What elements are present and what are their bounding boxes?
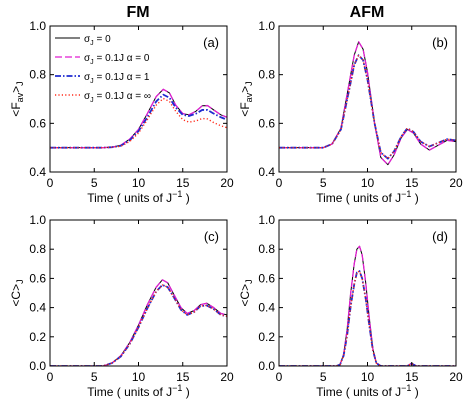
legend-item-s3: σJ = 0.1J α = ∞ bbox=[55, 91, 151, 104]
panel-d-ytick-label: 0.0 bbox=[258, 359, 275, 373]
panel-a-lines bbox=[50, 88, 227, 149]
panel-d-xtick-label: 5 bbox=[320, 370, 327, 384]
panel-c-series-s1-line bbox=[50, 279, 227, 366]
panel-b-series-s3-line bbox=[279, 54, 456, 160]
panel-c-ytick-label: 0.6 bbox=[29, 271, 46, 285]
panel-b-xlabel: Time ( units of J−1 ) bbox=[316, 189, 419, 205]
panel-d-xlabel: Time ( units of J−1 ) bbox=[316, 383, 419, 399]
panel-a-ylabel: <Fav>J bbox=[9, 81, 25, 116]
panel-c-ytick-label: 0.2 bbox=[29, 330, 46, 344]
panel-d-lines bbox=[279, 245, 456, 366]
legend-item-s1: σJ = 0.1J α = 0 bbox=[55, 53, 150, 66]
panel-d-series-s3-line bbox=[279, 270, 456, 366]
panel-d-series-s2-line bbox=[279, 270, 456, 366]
panel-c-xtick-label: 20 bbox=[220, 370, 234, 384]
panel-c-xtick-label: 5 bbox=[91, 370, 98, 384]
legend-label: σJ = 0.1J α = 0 bbox=[84, 53, 150, 66]
panel-c-xtick-label: 0 bbox=[47, 370, 54, 384]
panel-a: 0 5 10 15 20 0.4 0.6 0.8 1.0 Time ( units of J−1 … bbox=[9, 19, 234, 205]
panel-d-ytick-label: 0.4 bbox=[258, 301, 275, 315]
panel-b-xtick-label: 20 bbox=[449, 176, 463, 190]
panel-b-xtick-label: 15 bbox=[405, 176, 419, 190]
panel-c-lines bbox=[50, 279, 227, 366]
panel-d-tag: (d) bbox=[432, 229, 448, 244]
panel-c-ytick-label: 0.4 bbox=[29, 301, 46, 315]
column-title-fm: FM bbox=[126, 4, 149, 21]
panel-a-tag: (a) bbox=[203, 35, 219, 50]
panel-b-ytick-label: 1.0 bbox=[258, 19, 275, 33]
panel-d-frame bbox=[278, 219, 457, 367]
panel-b-ytick-label: 0.6 bbox=[258, 116, 275, 130]
panel-b-xtick-label: 10 bbox=[361, 176, 375, 190]
legend-item-s2: σJ = 0.1J α = 1 bbox=[55, 72, 150, 85]
panel-b-xtick-label: 5 bbox=[320, 176, 327, 190]
panel-d-series-s1-line bbox=[279, 245, 456, 366]
panel-c-tag: (c) bbox=[204, 229, 219, 244]
panel-c-series-s3-line bbox=[50, 284, 227, 366]
panel-b: 0 5 10 15 20 0.4 0.6 0.8 1.0 Time ( units of J−1 … bbox=[238, 19, 463, 205]
panel-d: 0 5 10 15 20 0.0 0.2 0.4 0.6 0.8 1.0 Time ( units o… bbox=[238, 213, 463, 399]
panel-a-xtick-label: 5 bbox=[91, 176, 98, 190]
panel-c-xtick-label: 15 bbox=[176, 370, 190, 384]
panel-d-xtick-label: 0 bbox=[276, 370, 283, 384]
panel-b-ytick-label: 0.4 bbox=[258, 165, 275, 179]
panels: 0 5 10 15 20 0.4 0.6 0.8 1.0 Time ( units of J−1 … bbox=[9, 19, 463, 399]
column-title-afm: AFM bbox=[350, 4, 385, 21]
panel-d-xtick-label: 10 bbox=[361, 370, 375, 384]
panel-c-ytick-label: 1.0 bbox=[29, 213, 46, 227]
panel-c-series-s2-line bbox=[50, 284, 227, 366]
panel-a-xtick-label: 20 bbox=[220, 176, 234, 190]
legend: σJ = 0 σJ = 0.1J α = 0 σJ = 0.1J α = 1 σJ =… bbox=[55, 34, 151, 104]
panel-a-xtick-label: 0 bbox=[47, 176, 54, 190]
panel-d-ylabel: <C>J bbox=[238, 279, 254, 306]
panel-b-ylabel: <Fav>J bbox=[238, 81, 254, 116]
panel-a-series-s3-line bbox=[50, 97, 227, 149]
panel-b-ytick-label: 0.8 bbox=[258, 68, 275, 82]
panel-c-xtick-label: 10 bbox=[132, 370, 146, 384]
legend-label: σJ = 0.1J α = 1 bbox=[84, 72, 150, 85]
panel-a-series-s2-line bbox=[50, 93, 227, 149]
panel-d-ytick-label: 0.8 bbox=[258, 242, 275, 256]
panel-c-ytick-label: 0.0 bbox=[29, 359, 46, 373]
panel-c-series-s0-line bbox=[50, 279, 227, 366]
panel-a-ytick-label: 0.6 bbox=[29, 116, 46, 130]
panel-b-xtick-label: 0 bbox=[276, 176, 283, 190]
panel-c-xlabel: Time ( units of J−1 ) bbox=[87, 383, 190, 399]
panel-c-ytick-label: 0.8 bbox=[29, 242, 46, 256]
panel-b-tag: (b) bbox=[432, 35, 448, 50]
panel-a-ytick-label: 0.4 bbox=[29, 165, 46, 179]
panel-a-ytick-label: 0.8 bbox=[29, 68, 46, 82]
panel-a-xlabel: Time ( units of J−1 ) bbox=[87, 189, 190, 205]
panel-a-xtick-label: 15 bbox=[176, 176, 190, 190]
panel-a-ytick-label: 1.0 bbox=[29, 19, 46, 33]
panel-d-ytick-label: 0.6 bbox=[258, 271, 275, 285]
legend-label: σJ = 0 bbox=[84, 34, 111, 47]
panel-d-ytick-label: 0.2 bbox=[258, 330, 275, 344]
legend-label: σJ = 0.1J α = ∞ bbox=[84, 91, 151, 104]
legend-item-s0: σJ = 0 bbox=[55, 34, 111, 47]
panel-c: 0 5 10 15 20 0.0 0.2 0.4 0.6 0.8 1.0 Time ( units o… bbox=[9, 213, 234, 399]
panel-b-lines bbox=[279, 41, 456, 166]
panel-c-ylabel: <C>J bbox=[9, 279, 25, 306]
panel-c-frame bbox=[49, 219, 228, 367]
panel-a-xtick-label: 10 bbox=[132, 176, 146, 190]
panel-d-xtick-label: 15 bbox=[405, 370, 419, 384]
panel-d-xtick-label: 20 bbox=[449, 370, 463, 384]
panel-d-ytick-label: 1.0 bbox=[258, 213, 275, 227]
